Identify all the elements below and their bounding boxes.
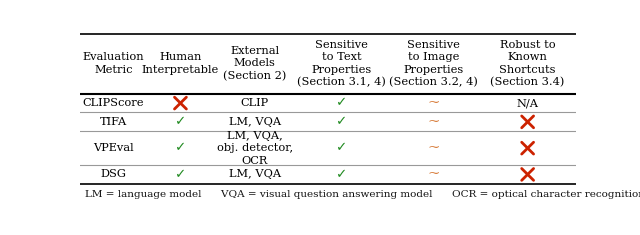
Text: ✓: ✓ — [175, 115, 186, 128]
Text: ~: ~ — [427, 96, 440, 110]
Text: LM, VQA: LM, VQA — [228, 169, 281, 180]
Text: ~: ~ — [427, 141, 440, 155]
Text: N/A: N/A — [516, 98, 539, 108]
Text: Sensitive
to Text
Properties
(Section 3.1, 4): Sensitive to Text Properties (Section 3.… — [297, 40, 386, 87]
Text: Evaluation
Metric: Evaluation Metric — [83, 52, 144, 75]
Text: ✓: ✓ — [336, 97, 348, 110]
Text: LM = language model      VQA = visual question answering model      OCR = optica: LM = language model VQA = visual questio… — [85, 190, 640, 199]
Text: ✓: ✓ — [336, 115, 348, 128]
Text: ✓: ✓ — [336, 142, 348, 155]
Text: TIFA: TIFA — [100, 117, 127, 127]
Text: Human
Interpretable: Human Interpretable — [142, 52, 219, 75]
Text: ~: ~ — [427, 167, 440, 181]
Text: LM, VQA,
obj. detector,
OCR: LM, VQA, obj. detector, OCR — [217, 131, 293, 165]
Text: ~: ~ — [427, 115, 440, 129]
Text: DSG: DSG — [100, 169, 127, 180]
Text: CLIPScore: CLIPScore — [83, 98, 144, 108]
Text: Sensitive
to Image
Properties
(Section 3.2, 4): Sensitive to Image Properties (Section 3… — [389, 40, 478, 87]
Text: ✓: ✓ — [336, 168, 348, 181]
Text: External
Models
(Section 2): External Models (Section 2) — [223, 46, 287, 81]
Text: LM, VQA: LM, VQA — [228, 117, 281, 127]
Text: Robust to
Known
Shortcuts
(Section 3.4): Robust to Known Shortcuts (Section 3.4) — [490, 40, 565, 87]
Text: ✓: ✓ — [175, 168, 186, 181]
Text: ✓: ✓ — [175, 142, 186, 155]
Text: VPEval: VPEval — [93, 143, 134, 153]
Text: CLIP: CLIP — [241, 98, 269, 108]
